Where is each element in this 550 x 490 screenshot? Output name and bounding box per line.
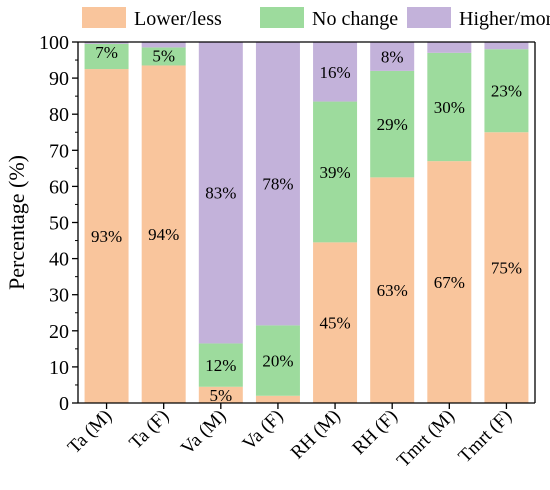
x-tick-label: Va (M): [177, 406, 230, 459]
legend-swatch: [82, 7, 126, 28]
bar-segment: [84, 69, 129, 403]
data-label: 5%: [152, 46, 175, 65]
data-label: 20%: [262, 352, 293, 371]
data-label: 5%: [209, 386, 232, 405]
legend-label: Higher/more: [459, 8, 550, 30]
y-tick-label: 0: [59, 393, 69, 415]
x-tick-label: Tmrt (M): [393, 406, 459, 472]
data-label: 23%: [491, 82, 522, 101]
data-label: 75%: [491, 259, 522, 278]
bar-segment: [484, 132, 529, 403]
data-label: 16%: [319, 63, 350, 82]
bar-segment: [84, 42, 129, 44]
data-label: 8%: [381, 47, 404, 66]
y-axis-label: Percentage (%): [4, 155, 29, 290]
data-label: 67%: [434, 273, 465, 292]
bar-segment: [427, 161, 472, 403]
legend: Lower/less No change Higher/more: [82, 7, 550, 30]
bar-segment: [198, 386, 243, 403]
y-tick-label: 70: [49, 140, 69, 162]
bar-segment: [84, 43, 129, 70]
bar-segment: [313, 101, 358, 243]
data-label: 12%: [205, 356, 236, 375]
data-label: 93%: [91, 227, 122, 246]
bar-segment: [313, 242, 358, 403]
y-tick-label: 20: [49, 321, 69, 343]
data-label: 63%: [377, 281, 408, 300]
y-tick-label: 100: [39, 32, 69, 54]
bar-segment: [370, 70, 415, 178]
x-tick-label: RH (M): [287, 406, 345, 464]
y-tick-label: 80: [49, 104, 69, 126]
y-tick-label: 30: [49, 285, 69, 307]
y-tick-label: 60: [49, 176, 69, 198]
bar-segment: [313, 42, 358, 102]
bar-segment: [141, 42, 186, 48]
data-label: 39%: [319, 163, 350, 182]
bar-segment: [141, 47, 186, 66]
bar-segment: [484, 42, 529, 50]
bar-segment: [370, 42, 415, 71]
data-label: 30%: [434, 98, 465, 117]
x-tick-label: Ta (M): [64, 406, 116, 458]
y-tick-label: 10: [49, 357, 69, 379]
data-labels-group: 93% 7% 94% 5% 5% 12% 83% 20% 78% 45% 39% 16% 63% 29% 8…: [91, 43, 522, 405]
bar-segment: [427, 52, 472, 162]
data-label: 7%: [95, 43, 118, 62]
bar-segment: [484, 49, 529, 133]
x-tick-label: Ta (F): [125, 406, 173, 454]
legend-swatch: [407, 7, 451, 28]
bar-segment: [427, 42, 472, 53]
data-label: 78%: [262, 175, 293, 194]
data-label: 45%: [319, 314, 350, 333]
legend-swatch: [260, 7, 304, 28]
y-tick-label: 50: [49, 213, 69, 235]
bar-segment: [198, 42, 243, 344]
legend-label: No change: [312, 8, 398, 30]
bar-segment: [255, 325, 300, 396]
x-tick-label: Va (F): [239, 406, 288, 455]
y-tick-label: 90: [49, 68, 69, 90]
data-label: 83%: [205, 184, 236, 203]
x-tick-label: RH (F): [348, 406, 401, 459]
data-label: 29%: [377, 115, 408, 134]
bar-segment: [141, 65, 186, 403]
data-label: 94%: [148, 225, 179, 244]
bar-segment: [255, 42, 300, 326]
bar-segment: [198, 343, 243, 387]
y-tick-label: 40: [49, 249, 69, 271]
bar-segment: [255, 395, 300, 403]
x-tick-label: Tmrt (F): [454, 406, 515, 467]
bar-segment: [370, 177, 415, 403]
legend-label: Lower/less: [134, 8, 222, 30]
bars-group: [84, 42, 529, 403]
